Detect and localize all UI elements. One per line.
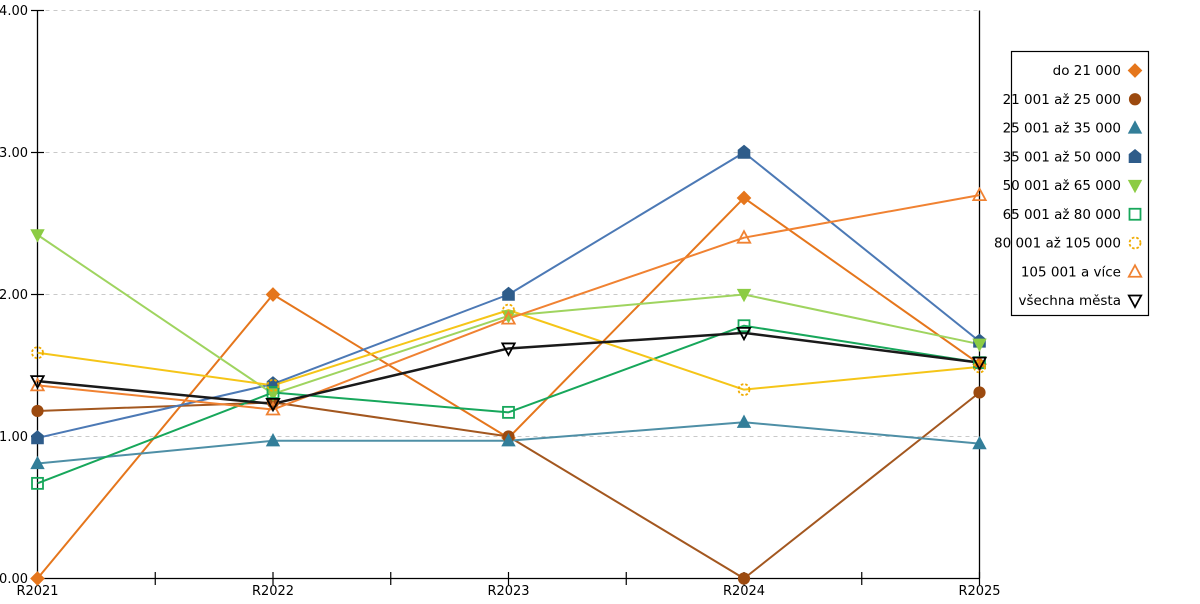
data-point-marker (973, 360, 986, 374)
data-point-marker (30, 455, 45, 470)
legend-label: všechna města (1019, 293, 1121, 309)
legend-item-8: všechna města (1019, 293, 1143, 309)
series-6 (37, 309, 980, 391)
square-legend-marker-icon (1128, 207, 1142, 221)
legend-label: 65 001 až 80 000 (1003, 207, 1121, 223)
legend-label: 21 001 až 25 000 (1003, 92, 1121, 108)
series-markers-7 (29, 186, 988, 416)
data-point-marker (266, 378, 280, 392)
data-point-marker (501, 432, 516, 447)
series-markers-1 (31, 386, 986, 585)
data-point-marker (971, 186, 988, 202)
series-0 (36, 196, 981, 580)
x-tick-label: R2024 (723, 584, 765, 599)
legend-label: 25 001 až 35 000 (1003, 121, 1121, 137)
legend-item-4: 50 001 až 65 000 (1003, 178, 1143, 194)
data-point-marker (737, 572, 751, 585)
data-point-marker (265, 388, 281, 402)
data-point-marker (737, 144, 751, 159)
legend-item-0: do 21 000 (1053, 63, 1143, 79)
data-point-marker (31, 430, 44, 445)
triangle-down-legend-marker-icon (1127, 179, 1143, 194)
legend-item-6: 80 001 až 105 000 (994, 236, 1142, 252)
pentagon-legend-marker-icon (1128, 148, 1142, 164)
legend-item-5: 65 001 až 80 000 (1003, 207, 1142, 223)
data-point-marker (265, 432, 281, 447)
data-point-marker (265, 397, 281, 413)
data-point-marker (502, 405, 515, 419)
series-line (37, 324, 980, 485)
data-point-marker (30, 571, 45, 586)
data-point-marker (737, 383, 751, 397)
series-markers-8 (29, 326, 988, 413)
legend: do 21 000 21 001 až 25 000 25 001 až 35 00… (994, 50, 1150, 317)
data-point-marker (736, 190, 752, 206)
series-markers-6 (31, 303, 986, 397)
series-line (36, 196, 981, 580)
data-point-marker (265, 401, 281, 416)
data-point-marker (502, 303, 515, 317)
legend-label: 35 001 až 50 000 (1003, 149, 1121, 165)
legend-item-2: 25 001 až 35 000 (1003, 120, 1143, 137)
x-tick-label: R2022 (252, 584, 294, 599)
data-point-marker (29, 376, 46, 392)
data-point-marker (736, 326, 752, 342)
data-point-marker (500, 342, 517, 357)
data-point-marker (29, 375, 46, 390)
data-point-marker (500, 310, 517, 325)
legend-box (1010, 50, 1150, 317)
data-point-marker (972, 435, 987, 450)
data-point-marker (31, 404, 44, 418)
legend-label: 80 001 až 105 000 (994, 236, 1121, 252)
y-tick-label: 3.00 (0, 146, 28, 161)
series-markers-2 (30, 414, 987, 470)
legend-label: do 21 000 (1053, 63, 1121, 79)
y-tick-label: 4.00 (0, 4, 28, 19)
data-point-marker (736, 414, 752, 428)
series-line (37, 331, 980, 406)
data-point-marker (737, 319, 751, 333)
series-8 (37, 331, 980, 406)
x-tick-label: R2021 (16, 584, 58, 599)
legend-label: 50 001 až 65 000 (1003, 178, 1121, 194)
triangle-up-legend-marker-icon (1127, 263, 1143, 278)
y-tick-label: 1.00 (0, 430, 28, 445)
data-point-marker (31, 346, 44, 360)
series-line (37, 391, 981, 580)
series-group (29, 144, 988, 586)
series-markers-0 (30, 190, 987, 586)
data-point-marker (265, 287, 281, 302)
triangle-up-legend-marker-icon (1127, 120, 1143, 134)
legend-item-3: 35 001 až 50 000 (1003, 148, 1142, 165)
legend-item-1: 21 001 až 25 000 (1003, 92, 1142, 108)
legend-item-7: 105 001 a více (1021, 263, 1143, 280)
series-line (37, 309, 980, 391)
x-tick-label: R2023 (487, 584, 529, 599)
x-axis: R2021 R2022 R2023 R2024 R2025 (16, 572, 1001, 599)
data-point-marker (736, 288, 752, 303)
data-point-marker (736, 229, 752, 244)
legend-label: 105 001 a více (1021, 264, 1121, 280)
circle-legend-marker-icon (1128, 236, 1142, 250)
data-point-marker (31, 476, 44, 490)
circle-legend-marker-icon (1128, 93, 1142, 106)
data-point-marker (502, 286, 515, 301)
data-point-marker (972, 338, 987, 352)
triangle-down-legend-marker-icon (1127, 294, 1143, 309)
data-point-marker (971, 356, 988, 372)
data-point-marker (973, 386, 986, 399)
gridlines (37, 10, 980, 437)
x-tick-label: R2025 (958, 584, 1000, 599)
diamond-legend-marker-icon (1127, 63, 1143, 78)
series-1 (37, 391, 981, 580)
y-tick-label: 2.00 (0, 288, 28, 303)
series-5 (37, 324, 980, 485)
y-tick-label: 0.00 (0, 572, 28, 587)
data-point-marker (30, 229, 45, 243)
